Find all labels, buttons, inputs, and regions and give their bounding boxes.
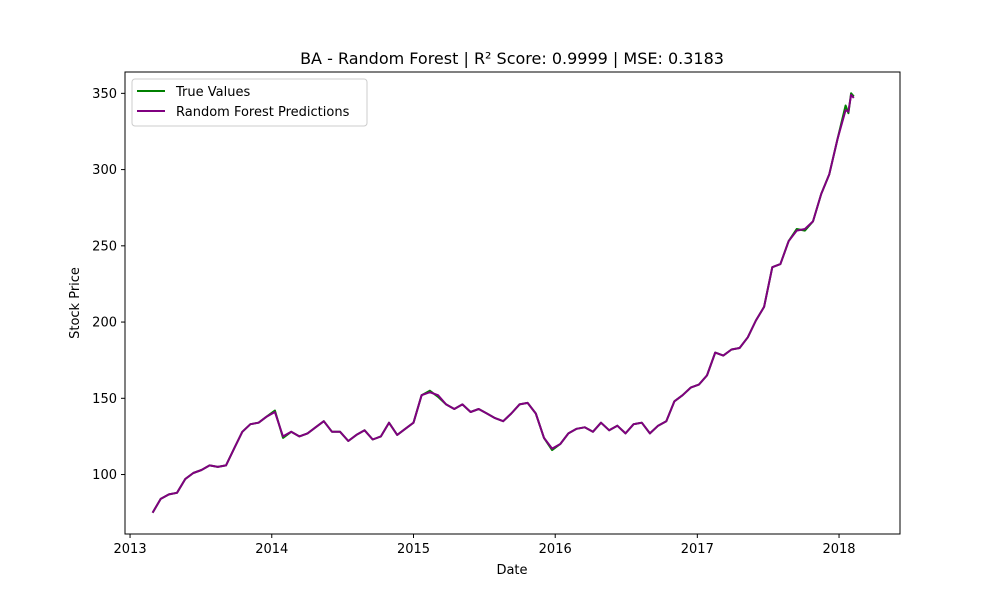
y-axis-label: Stock Price [68,267,83,339]
x-tick-label: 2013 [114,542,147,557]
legend-box [131,78,368,127]
series-line-1 [151,93,855,514]
legend: True Values Random Forest Predictions [131,78,368,127]
plot-area-frame [124,71,901,535]
x-tick-label: 2018 [822,542,855,557]
y-axis: 100 150 200 250 300 350 [92,87,125,483]
y-tick-label: 100 [92,468,117,483]
legend-label-random-forest-predictions: Random Forest Predictions [176,105,350,120]
chart-title: BA - Random Forest | R² Score: 0.9999 | … [300,49,724,68]
x-tick-label: 2016 [539,542,572,557]
series-line-0 [151,92,855,514]
y-tick-label: 350 [92,87,117,102]
series-lines [151,92,855,514]
x-tick-label: 2017 [681,542,714,557]
y-tick-label: 250 [92,239,117,254]
x-tick-label: 2015 [397,542,430,557]
legend-label-true-values: True Values [175,85,250,100]
y-tick-label: 150 [92,392,117,407]
x-axis-label: Date [496,563,527,578]
x-tick-label: 2014 [255,542,288,557]
y-tick-label: 300 [92,163,117,178]
x-axis: 2013 2014 2015 2016 2017 2018 [114,534,856,557]
y-tick-label: 200 [92,316,117,331]
